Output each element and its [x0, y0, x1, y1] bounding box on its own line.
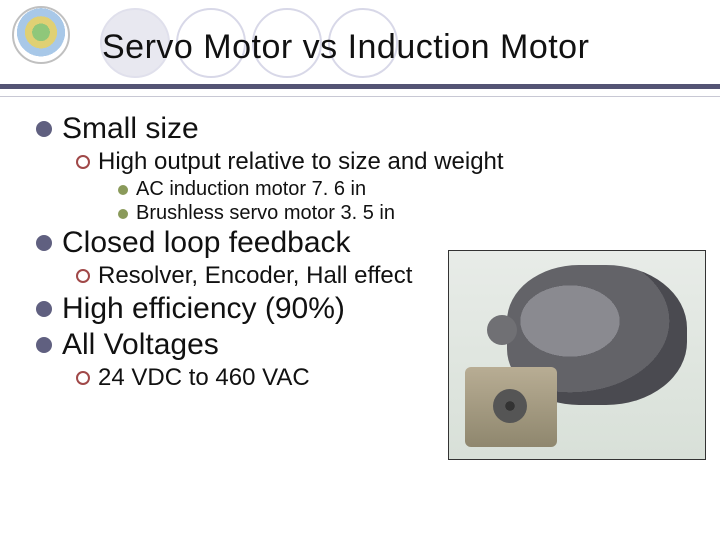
- bullet-level3: Brushless servo motor 3. 5 in: [118, 202, 700, 225]
- ring-bullet-icon: [76, 269, 90, 283]
- bullet-text: High efficiency (90%): [62, 292, 345, 326]
- bullet-text: Brushless servo motor 3. 5 in: [136, 202, 395, 225]
- title-underline: [0, 84, 720, 89]
- bullet-text: 24 VDC to 460 VAC: [98, 364, 310, 392]
- bullet-text: Small size: [62, 112, 199, 146]
- dot-bullet-icon: [118, 209, 128, 219]
- servo-motor-graphic: [465, 367, 557, 447]
- disc-bullet-icon: [36, 121, 52, 137]
- bullet-text: Resolver, Encoder, Hall effect: [98, 262, 412, 290]
- ring-bullet-icon: [76, 371, 90, 385]
- slide-title: Servo Motor vs Induction Motor: [102, 28, 589, 67]
- bullet-level3: AC induction motor 7. 6 in: [118, 178, 700, 201]
- bullet-text: Closed loop feedback: [62, 226, 351, 260]
- bullet-text: High output relative to size and weight: [98, 148, 504, 176]
- logo-icon: [12, 6, 70, 64]
- divider-line: [0, 96, 720, 97]
- bullet-level1: Small size: [36, 112, 700, 146]
- motor-photo: [448, 250, 706, 460]
- bullet-text: AC induction motor 7. 6 in: [136, 178, 366, 201]
- disc-bullet-icon: [36, 301, 52, 317]
- disc-bullet-icon: [36, 337, 52, 353]
- disc-bullet-icon: [36, 235, 52, 251]
- dot-bullet-icon: [118, 185, 128, 195]
- bullet-level2: High output relative to size and weight: [76, 148, 700, 176]
- bullet-text: All Voltages: [62, 328, 219, 362]
- ring-bullet-icon: [76, 155, 90, 169]
